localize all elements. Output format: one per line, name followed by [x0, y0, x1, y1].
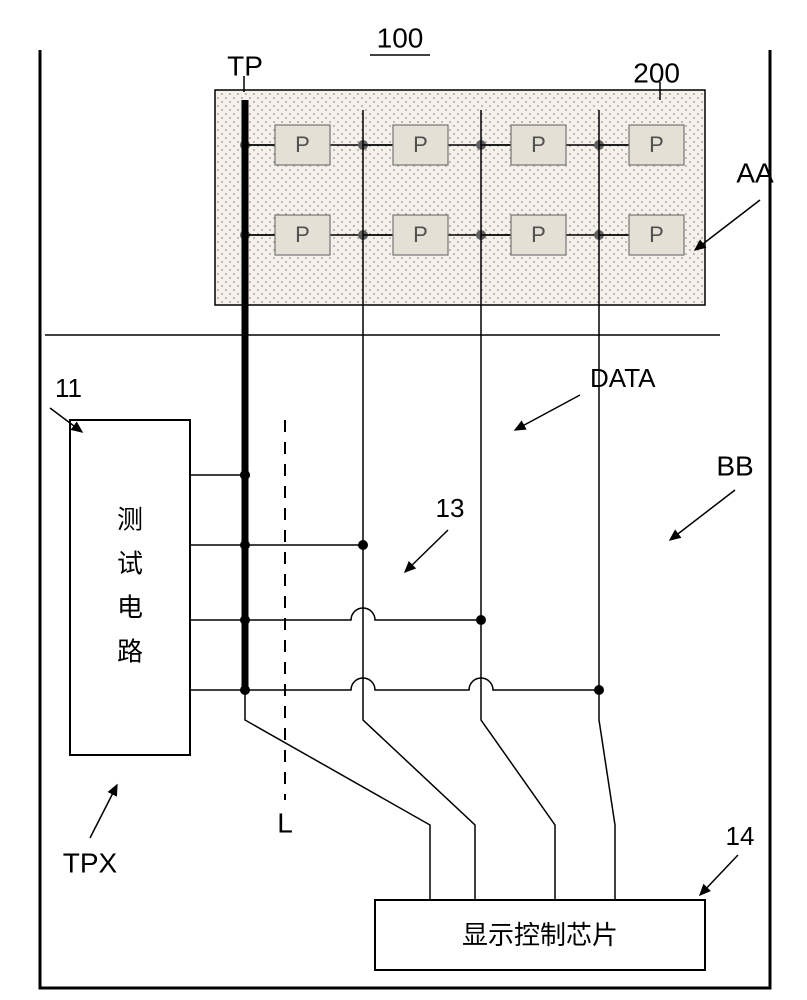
label-14: 14 [726, 821, 755, 851]
pixel-label: P [413, 222, 428, 247]
pixel-label: P [531, 222, 546, 247]
pixel-label: P [295, 132, 310, 157]
label-100: 100 [377, 22, 424, 53]
display-chip-text: 显示控制芯片 [462, 920, 618, 950]
test-horizontal-line [190, 678, 599, 690]
test-circuit-text: 测 [117, 504, 143, 534]
test-circuit-text: 试 [117, 548, 143, 578]
label-200: 200 [633, 57, 680, 88]
test-junction [240, 470, 250, 480]
test-junction [476, 615, 486, 625]
label-11: 11 [55, 373, 82, 403]
label-tp: TP [227, 50, 263, 81]
active-area [215, 90, 705, 305]
test-circuit-text: 电 [117, 592, 143, 622]
test-junction [240, 540, 250, 550]
test-horizontal-line [190, 608, 481, 620]
fanout-line [481, 690, 555, 900]
callout-arrow-13 [405, 530, 448, 572]
test-circuit-block [70, 420, 190, 755]
callout-arrow-14 [700, 855, 738, 895]
callout-arrow-tpx [90, 785, 117, 838]
fanout-line [363, 690, 475, 900]
label-bb: BB [716, 450, 753, 481]
pixel-label: P [649, 222, 664, 247]
label-tpx: TPX [63, 847, 118, 878]
pixel-label: P [531, 132, 546, 157]
pixel-label: P [649, 132, 664, 157]
label-data: DATA [590, 363, 656, 393]
pixel-label: P [413, 132, 428, 157]
callout-arrow-bb [670, 490, 735, 540]
fanout-line [599, 690, 615, 900]
test-circuit-text: 路 [117, 636, 143, 666]
test-junction [240, 615, 250, 625]
label-13: 13 [436, 493, 465, 523]
label-aa: AA [736, 157, 774, 188]
callout-arrow-data [515, 395, 580, 430]
pixel-label: P [295, 222, 310, 247]
test-junction [358, 540, 368, 550]
fanout-line [245, 690, 430, 900]
label-l: L [277, 807, 293, 838]
